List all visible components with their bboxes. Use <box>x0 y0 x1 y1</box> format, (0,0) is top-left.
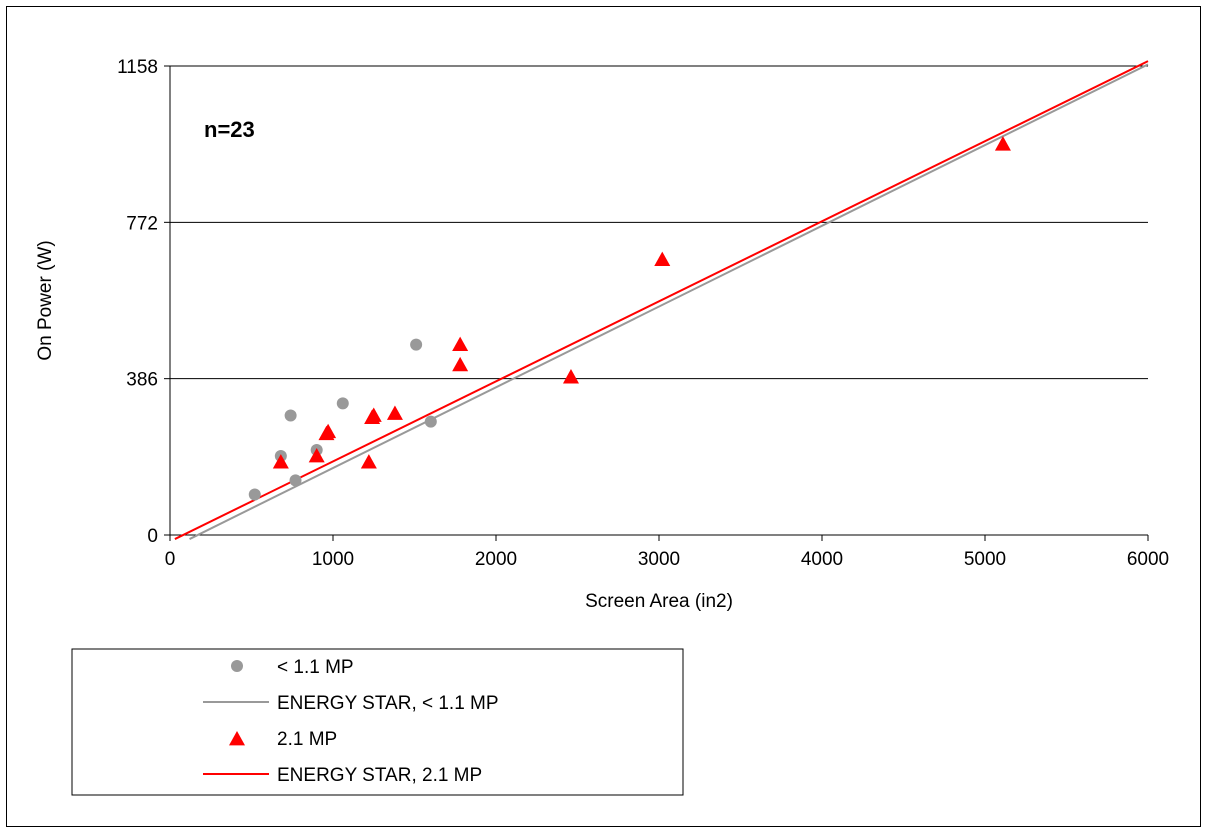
legend-box <box>71 648 684 796</box>
x-tick-label: 2000 <box>475 549 517 570</box>
data-point-triangle <box>562 369 579 384</box>
data-point-triangle <box>994 136 1011 151</box>
data-point-triangle <box>452 356 469 372</box>
data-point-circle <box>289 474 302 487</box>
scatter-chart: 0 386 772 1158 0 1000 2000 3000 4000 5000 6000 n=2… <box>35 57 1169 796</box>
data-point-circle <box>410 338 423 351</box>
x-tick-label: 0 <box>165 549 176 570</box>
data-point-triangle <box>452 336 469 352</box>
sample-size-annotation: n=23 <box>204 117 255 142</box>
trend-line-1 <box>189 63 1149 540</box>
gridlines <box>170 65 1148 380</box>
x-tick-label: 4000 <box>801 549 843 570</box>
legend-circle-swatch <box>231 660 243 672</box>
legend-triangle-swatch <box>229 731 245 746</box>
data-points <box>248 136 1011 501</box>
data-point-triangle <box>386 405 403 420</box>
data-point-circle <box>284 409 297 422</box>
chart-frame: 0 386 772 1158 0 1000 2000 3000 4000 5000 6000 n=2… <box>6 6 1201 827</box>
data-point-triangle <box>360 454 377 469</box>
x-axis-title: Screen Area (in2) <box>585 591 733 612</box>
trend-line-3 <box>174 60 1149 540</box>
data-point-circle <box>336 397 349 410</box>
legend-label: ENERGY STAR, < 1.1 MP <box>277 693 499 714</box>
data-point-circle <box>248 488 261 501</box>
legend-label: 2.1 MP <box>277 729 337 750</box>
legend-label: < 1.1 MP <box>277 657 354 678</box>
x-tick-label: 3000 <box>638 549 680 570</box>
y-tick-label: 772 <box>126 213 158 234</box>
trend-lines <box>174 60 1149 540</box>
data-point-triangle <box>272 454 289 469</box>
legend-label: ENERGY STAR, 2.1 MP <box>277 765 482 786</box>
x-tick-label: 5000 <box>964 549 1006 570</box>
data-point-circle <box>424 415 437 428</box>
legend: < 1.1 MP ENERGY STAR, < 1.1 MP 2.1 MP ENERG… <box>71 648 684 796</box>
x-tick-label: 1000 <box>312 549 354 570</box>
data-point-triangle <box>320 423 337 439</box>
data-point-triangle <box>654 251 671 266</box>
y-tick-label: 386 <box>126 370 158 391</box>
x-tick-label: 6000 <box>1127 549 1169 570</box>
axes <box>164 65 1149 541</box>
y-tick-label: 1158 <box>117 57 158 78</box>
y-axis-title: On Power (W) <box>35 240 56 360</box>
y-tick-label: 0 <box>147 526 158 547</box>
data-point-triangle <box>365 407 382 422</box>
tick-labels: 0 386 772 1158 0 1000 2000 3000 4000 5000 6000 <box>117 57 1169 570</box>
data-point-triangle <box>308 448 325 463</box>
